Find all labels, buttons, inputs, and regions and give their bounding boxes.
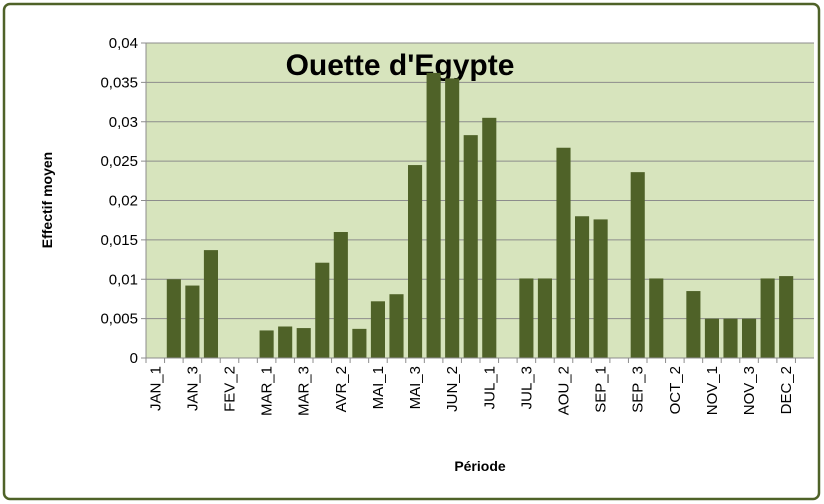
x-tick-label: JAN_1 <box>147 366 164 411</box>
x-tick-label: AVR_2 <box>333 366 350 412</box>
y-tick-label: 0,04 <box>109 35 138 52</box>
bar <box>426 72 441 359</box>
bar <box>370 301 385 358</box>
bar <box>742 318 757 358</box>
y-tick-label: 0,035 <box>100 74 138 91</box>
y-tick-label: 0,015 <box>100 232 138 249</box>
bar <box>556 147 571 358</box>
bar <box>630 172 645 358</box>
y-tick-label: 0,01 <box>109 271 138 288</box>
bar <box>333 232 348 358</box>
bar <box>296 328 311 358</box>
x-tick-label: FEV_2 <box>222 366 239 412</box>
bar <box>408 165 423 358</box>
bar <box>537 278 552 358</box>
y-tick-label: 0 <box>130 350 138 367</box>
bar <box>704 318 719 358</box>
bar <box>389 294 404 358</box>
bar <box>779 276 794 358</box>
x-tick-label: OCT_2 <box>667 366 684 414</box>
x-tick-label: JUL_1 <box>481 366 498 409</box>
bar <box>315 262 330 358</box>
chart-title: Ouette d'Egypte <box>286 49 515 82</box>
x-tick-label: SEP_3 <box>630 366 647 413</box>
bar <box>445 78 460 358</box>
x-tick-label: AOU_2 <box>556 366 573 415</box>
bar <box>185 285 200 358</box>
bar <box>575 216 590 358</box>
x-tick-label: MAR_3 <box>296 366 313 416</box>
bar <box>278 326 293 358</box>
bar <box>463 135 478 358</box>
x-tick-label: DEC_2 <box>778 366 795 414</box>
x-axis-title: Période <box>454 458 506 474</box>
bar <box>593 219 608 358</box>
y-axis-title: Effectif moyen <box>39 152 55 248</box>
x-tick-label: JUL_3 <box>518 366 535 409</box>
x-tick-label: NOV_3 <box>741 366 758 415</box>
y-tick-label: 0,025 <box>100 153 138 170</box>
x-tick-label: MAI_1 <box>370 366 387 409</box>
bar <box>519 278 534 358</box>
x-tick-label: NOV_1 <box>704 366 721 415</box>
bar <box>686 291 701 358</box>
x-tick-label: SEP_1 <box>593 366 610 413</box>
y-tick-label: 0,02 <box>109 193 138 210</box>
x-tick-label: JUN_2 <box>444 366 461 412</box>
bar <box>482 117 497 358</box>
x-tick-label: MAI_3 <box>407 366 424 409</box>
x-tick-label: JAN_3 <box>184 366 201 411</box>
y-tick-label: 0,005 <box>100 311 138 328</box>
x-tick-label: MAR_1 <box>259 366 276 416</box>
bar <box>649 278 664 358</box>
y-tick-label: 0,03 <box>109 114 138 131</box>
bar <box>203 250 218 358</box>
bar <box>166 279 181 358</box>
bar <box>760 278 775 358</box>
bar <box>259 330 274 358</box>
bar <box>352 328 367 358</box>
bar <box>723 318 738 358</box>
